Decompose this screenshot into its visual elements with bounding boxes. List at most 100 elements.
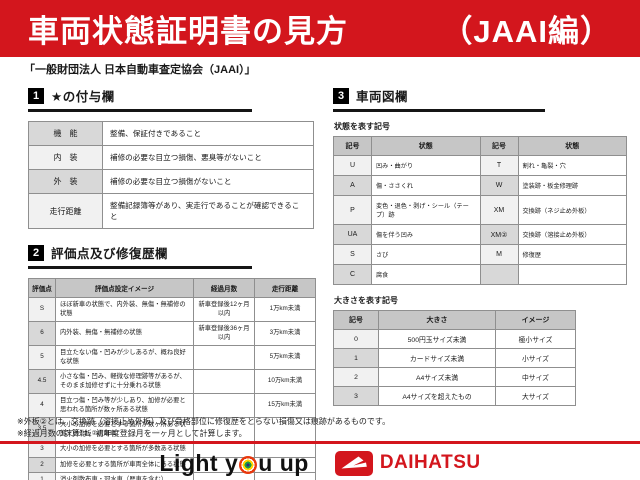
page-title: 車両状態証明書の見方 — [28, 14, 348, 49]
table-cell: U — [333, 155, 372, 176]
table-row: 1 カードサイズ未満 小サイズ — [333, 348, 576, 368]
section-number-badge: 3 — [333, 87, 349, 104]
table-cell: XM — [479, 195, 519, 225]
table-row: C 腐食 — [333, 264, 627, 285]
sizes-subtitle: 大きさを表す記号 — [334, 296, 398, 305]
table-cell: さび — [371, 244, 481, 265]
table-cell: W — [479, 175, 519, 196]
table-cell: 傷・ささくれ — [371, 175, 481, 196]
red-divider — [0, 441, 640, 444]
table-cell: 傷を伴う凹み — [371, 224, 481, 245]
footnote-line: ※外板②とは、交換跡（溶接止め外板）及び骨格部位に修復歴をとらない損傷又は痕跡が… — [17, 417, 391, 426]
footnotes: ※外板②とは、交換跡（溶接止め外板）及び骨格部位に修復歴をとらない損傷又は痕跡が… — [17, 416, 390, 441]
table-row: A 傷・ささくれ W 塗装跡・板金修理跡 — [333, 175, 627, 196]
table-cell: 10万km未満 — [254, 369, 316, 394]
slogan-light-you-up: Light y u up — [159, 450, 308, 477]
table-cell: 4 — [28, 393, 56, 418]
table-cell: ほぼ新車の状態で、内外装、無傷・無補修の状態 — [55, 297, 194, 322]
table-cell: 極小サイズ — [495, 329, 576, 349]
table-header-row: 評価点 評価点設定イメージ 経過月数 走行距離 — [28, 278, 316, 298]
table-cell: 中サイズ — [495, 367, 576, 387]
column-header: 大きさ — [378, 310, 496, 330]
footnote-line: ※経過月数の計算は、初年度登録月を一ヶ月として計算します。 — [17, 429, 247, 439]
table-row: 内 装補修の必要な目立つ損傷、悪臭等がないこと — [28, 145, 314, 170]
table-cell: 小サイズ — [495, 348, 576, 368]
table-row: 1 消火剤散布車・冠水車（歴車を含む） — [28, 472, 316, 480]
table-cell: M — [479, 244, 519, 265]
daihatsu-logo: DAIHATSU — [334, 450, 481, 476]
table-cell — [479, 264, 519, 285]
table-cell: 腐食 — [371, 264, 481, 285]
table-row: 2 A4サイズ未満 中サイズ — [333, 367, 576, 387]
table-row: P 変色・退色・剥げ・シール（テープ）跡 XM 交換跡（ネジ止め外板） — [333, 195, 627, 225]
table-cell: 割れ・亀裂・穴 — [517, 155, 627, 176]
table-cell — [254, 417, 316, 442]
grade-history-table: 評価点 評価点設定イメージ 経過月数 走行距離 S ほぼ新車の状態で、内外装、無傷・無補… — [28, 278, 316, 480]
table-cell: 塗装跡・板金修理跡 — [517, 175, 627, 196]
table-row: U 凹み・曲がり T 割れ・亀裂・穴 — [333, 155, 627, 176]
condition-symbols-table: 記号 状態 記号 状態 U 凹み・曲がり T 割れ・亀裂・穴 A 傷・ささくれ W 塗装跡・板金修理… — [333, 136, 627, 285]
target-circle-icon — [239, 455, 258, 474]
table-cell: カードサイズ未満 — [378, 348, 496, 368]
table-cell: 5万km未満 — [254, 345, 316, 370]
daihatsu-brand-text: DAIHATSU — [379, 452, 481, 473]
table-cell: 走行距離 — [28, 193, 103, 229]
table-cell: 補修の必要な目立つ損傷がないこと — [102, 169, 314, 194]
table-cell: 3 — [333, 386, 379, 406]
table-cell: 補修の必要な目立つ損傷、悪臭等がないこと — [102, 145, 314, 170]
table-cell: 凹み・曲がり — [371, 155, 481, 176]
table-cell: 1 — [333, 348, 379, 368]
column-header: 経過月数 — [193, 278, 255, 298]
table-cell: 変色・退色・剥げ・シール（テープ）跡 — [371, 195, 481, 225]
section-grade-title: 評価点及び修復歴欄 — [51, 247, 169, 261]
table-cell: S — [333, 244, 372, 265]
star-criteria-table: 機 能整備、保証付きであること内 装補修の必要な目立つ損傷、悪臭等がないこと外 … — [28, 121, 314, 229]
table-row: 3 A4サイズを超えたもの 大サイズ — [333, 386, 576, 406]
page-title-edition: （JAAI編） — [441, 14, 612, 49]
table-cell: 大小の加修を必要とする箇所が数ヶ所ある状態又は外板②適用車 — [55, 417, 194, 442]
table-cell: 4.5 — [28, 369, 56, 394]
table-row: 2 加修を必要とする箇所が車両全体にある状態 — [28, 456, 316, 473]
slogan-text-right: u up — [258, 449, 309, 476]
table-cell: 5 — [28, 345, 56, 370]
daihatsu-mark-icon — [334, 450, 373, 476]
table-row: 4 目立つ傷・凹み等が少しあり、加修が必要と思われる箇所が数ヶ所ある状態 15万km… — [28, 393, 316, 418]
table-row: 3.5 大小の加修を必要とする箇所が数ヶ所ある状態又は外板②適用車 — [28, 417, 316, 442]
column-header: 状態 — [371, 136, 481, 156]
organization-line: 「一般財団法人 日本自動車査定協会（JAAI）」 — [24, 64, 256, 76]
section-star-header: 1 ★の付与欄 — [28, 86, 252, 112]
table-cell: 整備、保証付きであること — [102, 121, 314, 146]
table-row: 外 装補修の必要な目立つ損傷がないこと — [28, 169, 314, 194]
table-cell: XM② — [479, 224, 519, 245]
table-row: 0 500円玉サイズ未満 極小サイズ — [333, 329, 576, 349]
table-cell: 2 — [28, 456, 56, 473]
column-header: 評価点設定イメージ — [55, 278, 194, 298]
table-header-row: 記号 状態 記号 状態 — [333, 136, 627, 156]
table-row: 6 内外装、無傷・無補修の状態 新車登録後36ヶ月以内 3万km未満 — [28, 321, 316, 346]
table-cell — [193, 393, 255, 418]
table-cell: A4サイズ未満 — [378, 367, 496, 387]
table-row: 5 目立たない傷・凹みが少しあるが、概ね良好な状態 5万km未満 — [28, 345, 316, 370]
table-header-row: 記号 大きさ イメージ — [333, 310, 576, 330]
table-cell: 2 — [333, 367, 379, 387]
table-cell: T — [479, 155, 519, 176]
section-number-badge: 1 — [28, 87, 44, 104]
table-row: 4.5 小さな傷・凹み、軽微な修理跡等があるが、そのまま加修せずに十分乗れる状態 1… — [28, 369, 316, 394]
table-cell: P — [333, 195, 372, 225]
table-cell: 整備記録簿等があり、実走行であることが確認できること — [102, 193, 314, 229]
table-row: 機 能整備、保証付きであること — [28, 121, 314, 146]
section-number-badge: 2 — [28, 244, 44, 261]
column-header: 評価点 — [28, 278, 56, 298]
left-column: 1 ★の付与欄 機 能整備、保証付きであること内 装補修の必要な目立つ損傷、悪臭… — [28, 86, 316, 480]
table-cell: A4サイズを超えたもの — [378, 386, 496, 406]
table-cell — [193, 345, 255, 370]
table-cell: 3万km未満 — [254, 321, 316, 346]
symbols-subtitle: 状態を表す記号 — [334, 122, 390, 131]
section-star-title: ★の付与欄 — [51, 90, 115, 104]
table-cell: 500円玉サイズ未満 — [378, 329, 496, 349]
table-cell: 内外装、無傷・無補修の状態 — [55, 321, 194, 346]
column-header: 記号 — [333, 136, 372, 156]
table-cell: 新車登録後12ヶ月以内 — [193, 297, 255, 322]
table-cell — [517, 264, 627, 285]
